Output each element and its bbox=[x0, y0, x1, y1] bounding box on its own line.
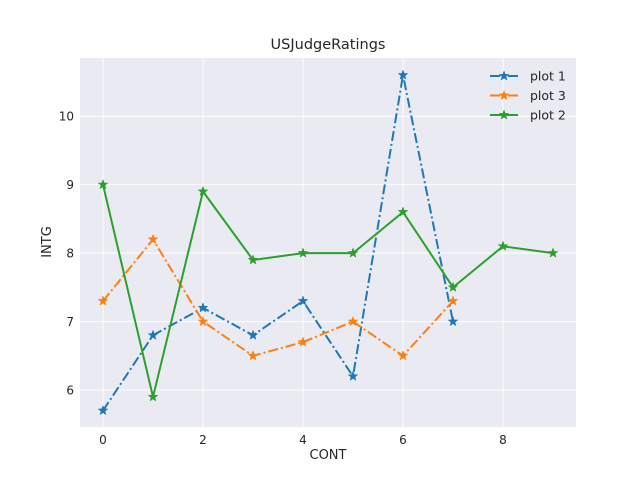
x-tick-label: 6 bbox=[399, 433, 407, 447]
data-point bbox=[147, 391, 159, 402]
data-point bbox=[297, 336, 309, 347]
data-point bbox=[97, 295, 109, 306]
series-plot-2 bbox=[97, 178, 559, 402]
data-point bbox=[97, 178, 109, 190]
data-point bbox=[447, 315, 459, 327]
legend-label: plot 1 bbox=[530, 69, 566, 84]
y-axis-label: INTG bbox=[40, 226, 55, 258]
data-point bbox=[147, 233, 159, 245]
x-tick-label: 0 bbox=[99, 433, 107, 447]
y-tick-label: 8 bbox=[66, 247, 74, 261]
legend-entry: plot 3 bbox=[490, 88, 566, 103]
x-tick-label: 8 bbox=[499, 433, 507, 447]
data-point bbox=[297, 247, 309, 258]
data-point bbox=[247, 254, 259, 265]
data-point bbox=[247, 350, 259, 361]
x-tick-labels: 0 2 4 6 8 bbox=[99, 433, 507, 447]
legend-entry: plot 1 bbox=[490, 69, 566, 84]
data-point bbox=[397, 206, 409, 217]
plot-area bbox=[80, 58, 576, 427]
y-tick-label: 6 bbox=[66, 384, 74, 398]
x-tick-label: 2 bbox=[199, 433, 207, 447]
legend-marker bbox=[498, 109, 510, 120]
grid bbox=[80, 58, 576, 427]
y-tick-label: 10 bbox=[59, 110, 74, 124]
x-tick-label: 4 bbox=[299, 433, 307, 447]
legend-entry: plot 2 bbox=[490, 108, 566, 123]
series-group bbox=[97, 69, 559, 416]
data-point bbox=[397, 350, 409, 361]
data-point bbox=[347, 370, 359, 381]
y-tick-labels: 6 7 8 9 10 bbox=[59, 110, 74, 398]
data-point bbox=[97, 404, 109, 416]
series-plot-1 bbox=[97, 69, 459, 416]
data-point bbox=[247, 329, 259, 340]
data-point bbox=[197, 302, 209, 313]
data-point bbox=[447, 295, 459, 306]
data-point bbox=[147, 329, 159, 340]
series-line bbox=[102, 184, 554, 398]
data-point bbox=[297, 295, 309, 306]
data-point bbox=[197, 315, 209, 327]
data-point bbox=[497, 240, 509, 251]
data-point bbox=[347, 247, 359, 258]
data-point bbox=[197, 185, 209, 197]
data-point bbox=[447, 281, 459, 292]
y-tick-label: 9 bbox=[66, 178, 74, 192]
data-point bbox=[397, 69, 409, 80]
x-axis-label: CONT bbox=[310, 448, 347, 463]
series-line bbox=[102, 238, 454, 357]
legend-marker bbox=[498, 89, 510, 101]
y-tick-label: 7 bbox=[66, 315, 74, 329]
data-point bbox=[347, 315, 359, 327]
chart-title: USJudgeRatings bbox=[271, 37, 386, 53]
legend-label: plot 3 bbox=[530, 88, 566, 103]
legend-label: plot 2 bbox=[530, 108, 566, 123]
legend-marker bbox=[498, 70, 510, 81]
series-line bbox=[102, 74, 454, 412]
series-plot-3 bbox=[97, 233, 459, 361]
data-point bbox=[547, 247, 559, 258]
legend: plot 1 plot 3 plot 2 bbox=[490, 69, 566, 123]
